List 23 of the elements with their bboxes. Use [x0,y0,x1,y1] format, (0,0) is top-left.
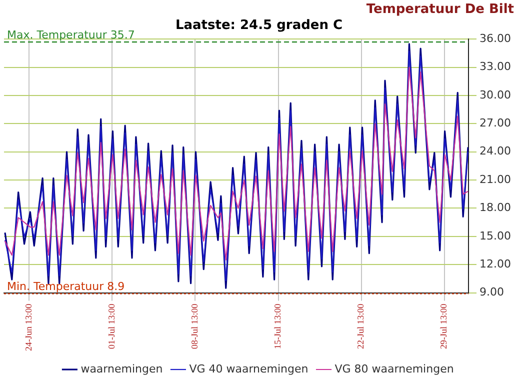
ref-line-label: Max. Temperatuur 35.7 [7,28,135,42]
y-tick-label: 36.00 [480,32,512,46]
ref-line-label: Min. Temperatuur 8.9 [7,280,125,294]
x-tick-label: 15-Jul 13:00 [272,303,283,350]
chart-title: Temperatuur De Bilt [366,2,514,18]
legend-label: waarnemingen [80,362,163,376]
legend-label: VG 40 waarnemingen [189,362,308,376]
x-tick-label: 01-Jul 13:00 [106,303,117,350]
y-tick-label: 21.00 [480,172,512,186]
x-tick-label: 24-Jun 13:00 [24,303,34,351]
chart-subtitle: Laatste: 24.5 graden C [175,18,343,33]
x-tick-label: 22-Jul 13:00 [356,303,366,350]
x-tick-label: 29-Jul 13:00 [438,303,449,350]
y-tick-label: 18.00 [480,201,512,214]
y-tick-label: 9.00 [480,286,504,299]
y-tick-label: 33.00 [480,60,512,74]
y-tick-label: 30.00 [480,88,512,102]
x-tick-label: 08-Jul 13:00 [190,303,200,350]
y-tick-label: 15.00 [480,229,512,242]
y-tick-label: 27.00 [480,116,512,130]
y-tick-label: 24.00 [480,144,512,158]
y-tick-label: 12.00 [480,257,512,270]
legend-label: VG 80 waarnemingen [334,362,454,376]
